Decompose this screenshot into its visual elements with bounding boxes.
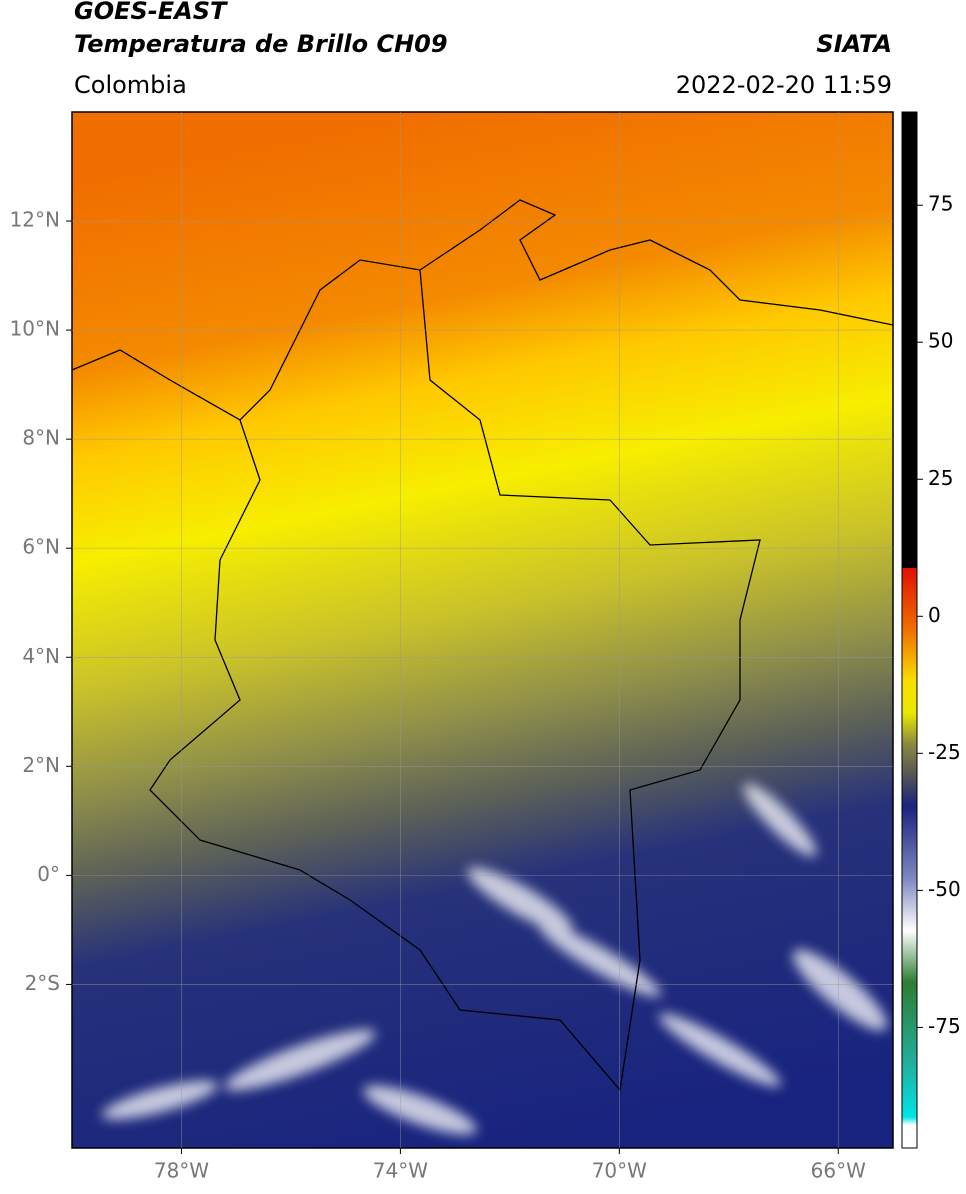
- colorbar-tick-label: 0: [928, 603, 941, 627]
- colorbar-tick-label: -50: [928, 877, 961, 901]
- colorbar-tick-label: 25: [928, 466, 953, 490]
- region: Colombia: [74, 71, 187, 99]
- y-tick-label: 4°N: [22, 644, 60, 668]
- y-tick-label: 2°S: [25, 971, 60, 995]
- colorbar: [901, 111, 918, 1149]
- y-tick-label: 10°N: [10, 317, 60, 341]
- x-tick-label: 66°W: [811, 1159, 866, 1183]
- y-tick-label: 2°N: [22, 753, 60, 777]
- y-tick-label: 12°N: [10, 208, 60, 232]
- y-tick-label: 0°: [37, 862, 60, 886]
- source: SIATA: [816, 30, 892, 58]
- x-tick-label: 78°W: [154, 1159, 209, 1183]
- map-image: [72, 112, 893, 1148]
- datetime: 2022-02-20 11:59: [676, 71, 892, 99]
- title: Temperatura de Brillo CH09: [74, 30, 448, 58]
- colorbar-tick-label: -75: [928, 1014, 961, 1038]
- colorbar-tick-label: 75: [928, 192, 953, 216]
- colorbar-tick-label: -25: [928, 740, 961, 764]
- title: GOES-EAST: [74, 0, 228, 25]
- colorbar-tick-label: 50: [928, 329, 953, 353]
- y-tick-label: 8°N: [22, 426, 60, 450]
- y-tick-label: 6°N: [22, 535, 60, 559]
- x-tick-label: 70°W: [592, 1159, 647, 1183]
- x-tick-label: 74°W: [373, 1159, 428, 1183]
- map-frame: [71, 111, 894, 1149]
